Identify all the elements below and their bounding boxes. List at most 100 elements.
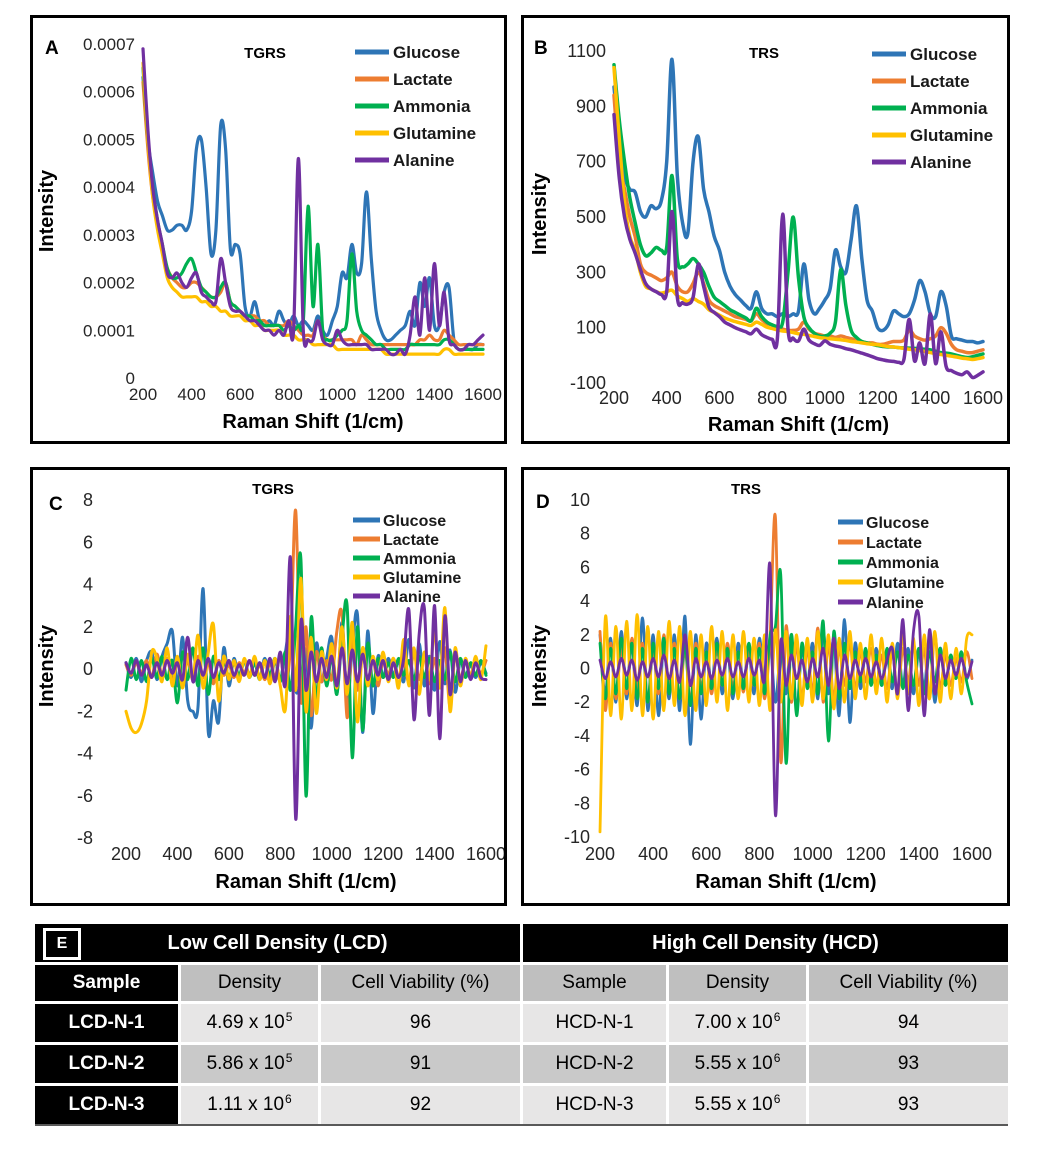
y-tick-label: -6 [77,786,93,806]
x-tick-label: 1200 [367,385,405,404]
y-tick-label: -10 [564,827,590,847]
legend-label-alanine: Alanine [393,151,454,170]
y-tick-label: 0.0003 [83,226,135,245]
exponent: 5 [285,1051,293,1065]
panel-letter-e: E [43,928,81,960]
y-tick-label: 8 [580,524,590,544]
table-cell: 93 [809,1086,1008,1124]
table-cell: 1.11 x 10 6 [181,1086,318,1124]
y-tick-label: 6 [83,532,93,552]
y-tick-label: 0 [126,369,135,388]
series-line-alanine [124,555,488,821]
sample-name-cell: LCD-N-3 [35,1086,178,1124]
x-tick-label: 600 [704,388,734,408]
legend-label-alanine: Alanine [910,153,971,172]
group-header-lcd: E Low Cell Density (LCD) [35,924,520,962]
y-tick-label: 10 [570,490,590,510]
series-group [141,47,485,357]
x-tick-label: 1200 [363,844,403,864]
y-tick-label: 4 [580,591,590,611]
y-tick-label: 1100 [567,41,606,61]
legend-label-alanine: Alanine [383,589,441,606]
legend-label-glucose: Glucose [383,513,446,530]
x-tick-label: 400 [638,844,668,864]
y-tick-label: 0.0002 [83,274,135,293]
cell-density-table: E Low Cell Density (LCD) High Cell Densi… [35,924,1008,1126]
y-tick-label: 0 [83,659,93,679]
chart-panel-c: 8 6 4 2 0 -2 -4 -6 -8 200 400 600 800 1000 1200 1400 160… [30,467,507,906]
exponent: 6 [773,1092,781,1106]
series-line-glucose [612,57,985,345]
series-group [612,57,985,380]
legend-label-ammonia: Ammonia [393,97,471,116]
table-cell: HCD-N-2 [523,1045,666,1083]
chart-panel-d: 10 8 6 4 2 0 -2 -4 -6 -8 -10 200 400 600 800 1000 1200 14… [521,467,1010,906]
series-group [124,508,488,821]
y-tick-label: -4 [77,744,93,764]
legend-label-lactate: Lactate [393,70,453,89]
y-tick-label: 0.0001 [83,321,135,340]
table-cell: HCD-N-3 [523,1086,666,1124]
x-tick-label: 800 [757,388,787,408]
x-tick-label: 1400 [910,388,950,408]
table-cell: 93 [809,1045,1008,1083]
y-axis-title: Intensity [36,169,58,252]
legend-label-lactate: Lactate [910,72,970,91]
y-tick-label: 0 [580,659,590,679]
x-tick-label: 200 [129,385,157,404]
x-tick-label: 1600 [466,844,504,864]
x-tick-label: 1200 [858,388,898,408]
y-tick-label: 0.0006 [83,83,135,102]
sample-name-cell: LCD-N-2 [35,1045,178,1083]
y-tick-label: 700 [576,152,606,172]
column-header: Density [181,965,318,1001]
legend-label-glutamine: Glutamine [393,124,476,143]
column-header: Density [669,965,806,1001]
x-tick-label: 200 [599,388,629,408]
y-tick-label: -2 [574,692,590,712]
y-tick-label: 0.0007 [83,35,135,54]
x-tick-label: 1600 [952,844,992,864]
group-header-hcd: High Cell Density (HCD) [523,924,1008,962]
y-axis-title: Intensity [529,172,551,255]
chart-title: TRS [731,481,761,498]
x-axis-title: Raman Shift (1/cm) [708,414,889,436]
panel-letter-d: D [536,492,550,513]
legend-label-glutamine: Glutamine [910,126,993,145]
y-tick-label: 2 [580,625,590,645]
exponent: 6 [773,1010,781,1024]
series-line-ammonia [598,568,974,765]
exponent: 6 [285,1092,292,1106]
y-tick-label: 300 [576,262,606,282]
series-line-alanine [141,47,485,357]
table-cell: 96 [321,1004,520,1042]
y-tick-label: 6 [580,557,590,577]
legend-label-ammonia: Ammonia [866,555,939,572]
x-tick-label: 600 [226,385,254,404]
y-axis-title: Intensity [36,624,58,707]
x-tick-label: 800 [275,385,303,404]
y-tick-label: -8 [574,793,590,813]
y-axis-title: Intensity [529,624,551,707]
y-tick-label: 900 [576,96,606,116]
chart-title: TGRS [244,45,286,62]
legend-label-glutamine: Glutamine [383,570,461,587]
group-header-lcd-label: Low Cell Density (LCD) [167,931,388,954]
panel-letter-b: B [534,38,548,59]
table-cell: 94 [809,1004,1008,1042]
x-tick-label: 400 [162,844,192,864]
y-tick-label: 2 [83,617,93,637]
legend-label-glutamine: Glutamine [866,575,944,592]
x-axis-title: Raman Shift (1/cm) [222,411,403,433]
chart-a-svg: 0.0007 0.0006 0.0005 0.0004 0.0003 0.0002 0.00… [36,35,502,433]
series-line-alanine [598,561,974,817]
series-line-glutamine [141,61,485,357]
y-tick-label: 0.0005 [83,130,135,149]
column-header: Sample [523,965,666,1001]
table-grid: E Low Cell Density (LCD) High Cell Densi… [35,924,1008,1126]
legend-label-ammonia: Ammonia [383,551,456,568]
sample-name-cell: LCD-N-1 [35,1004,178,1042]
x-tick-label: 800 [265,844,295,864]
